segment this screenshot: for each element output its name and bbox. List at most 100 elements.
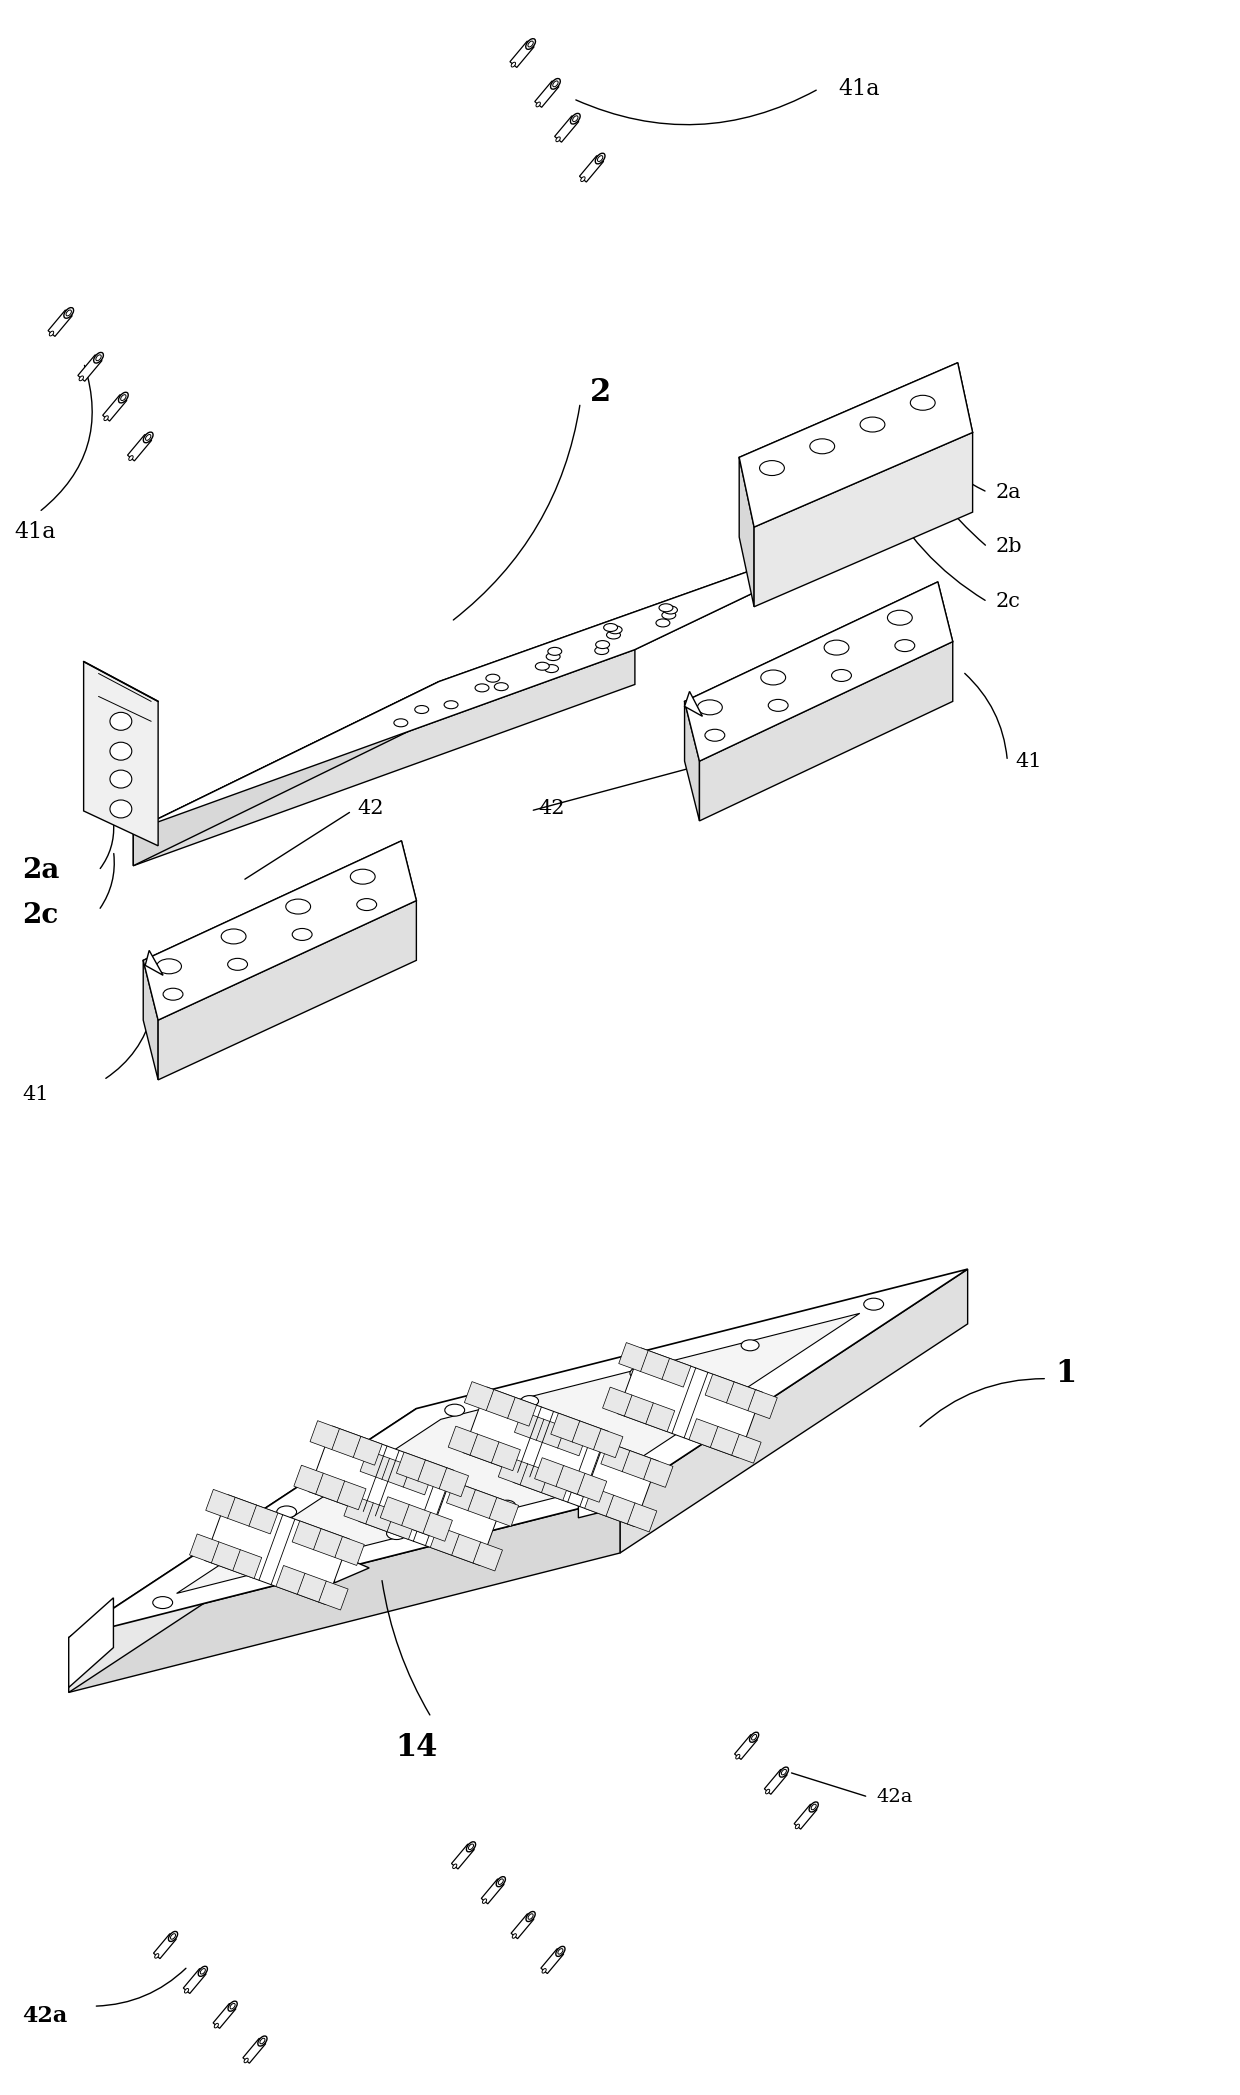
Polygon shape <box>622 1450 652 1479</box>
Polygon shape <box>507 1397 537 1427</box>
Polygon shape <box>618 1347 763 1458</box>
Ellipse shape <box>662 612 676 620</box>
Polygon shape <box>103 394 126 421</box>
Ellipse shape <box>735 1754 740 1760</box>
Polygon shape <box>689 1418 718 1448</box>
Polygon shape <box>534 1458 564 1487</box>
Ellipse shape <box>761 670 786 685</box>
Ellipse shape <box>556 1946 565 1957</box>
Polygon shape <box>624 1395 653 1425</box>
Polygon shape <box>144 840 417 1020</box>
Ellipse shape <box>50 331 53 335</box>
Polygon shape <box>470 1433 498 1462</box>
Polygon shape <box>48 310 72 337</box>
Ellipse shape <box>445 1404 465 1416</box>
Polygon shape <box>739 457 754 608</box>
Ellipse shape <box>498 1879 503 1883</box>
Ellipse shape <box>104 415 108 421</box>
Polygon shape <box>309 1427 454 1536</box>
Polygon shape <box>706 1374 734 1404</box>
Ellipse shape <box>155 1955 159 1959</box>
Ellipse shape <box>895 639 915 652</box>
Polygon shape <box>684 691 702 716</box>
Ellipse shape <box>760 461 785 476</box>
Ellipse shape <box>351 869 376 884</box>
Ellipse shape <box>95 354 102 360</box>
Polygon shape <box>684 702 699 821</box>
Polygon shape <box>572 1420 601 1450</box>
Polygon shape <box>430 1527 460 1554</box>
Polygon shape <box>293 1521 321 1550</box>
Ellipse shape <box>526 38 536 50</box>
Ellipse shape <box>198 1967 207 1976</box>
Ellipse shape <box>129 455 133 461</box>
Polygon shape <box>190 1534 219 1563</box>
Polygon shape <box>315 1473 345 1502</box>
Ellipse shape <box>244 2057 248 2064</box>
Ellipse shape <box>444 700 458 708</box>
Ellipse shape <box>79 375 83 381</box>
Text: 41: 41 <box>22 1085 48 1104</box>
Polygon shape <box>402 1504 432 1534</box>
Polygon shape <box>536 1418 565 1448</box>
Polygon shape <box>513 1416 658 1527</box>
Ellipse shape <box>110 800 131 817</box>
Polygon shape <box>579 155 604 182</box>
Polygon shape <box>68 1270 967 1638</box>
Ellipse shape <box>145 434 151 440</box>
Ellipse shape <box>66 310 72 316</box>
Ellipse shape <box>169 1932 177 1942</box>
Ellipse shape <box>201 1969 206 1973</box>
Ellipse shape <box>595 647 609 654</box>
Polygon shape <box>358 1456 503 1565</box>
Polygon shape <box>277 1565 305 1594</box>
Polygon shape <box>154 1934 176 1959</box>
Ellipse shape <box>825 641 849 656</box>
Polygon shape <box>748 1389 777 1418</box>
Polygon shape <box>176 1314 859 1594</box>
Text: 41a: 41a <box>14 522 56 543</box>
Ellipse shape <box>153 1596 172 1609</box>
Ellipse shape <box>536 662 549 670</box>
Polygon shape <box>585 1487 614 1517</box>
Polygon shape <box>472 1542 502 1571</box>
Polygon shape <box>310 1420 340 1450</box>
Polygon shape <box>794 1804 817 1829</box>
Polygon shape <box>684 582 952 760</box>
Ellipse shape <box>558 1948 563 1955</box>
Ellipse shape <box>544 664 558 672</box>
Polygon shape <box>133 649 635 865</box>
Ellipse shape <box>663 605 677 614</box>
Polygon shape <box>387 1510 417 1540</box>
Polygon shape <box>627 1502 657 1531</box>
Polygon shape <box>620 1270 967 1552</box>
Polygon shape <box>448 1427 477 1456</box>
Polygon shape <box>145 951 164 976</box>
Ellipse shape <box>572 1492 591 1502</box>
Ellipse shape <box>357 899 377 911</box>
Text: 42: 42 <box>538 800 565 819</box>
Text: 41a: 41a <box>838 78 880 101</box>
Ellipse shape <box>285 899 310 913</box>
Ellipse shape <box>466 1842 476 1852</box>
Text: 2: 2 <box>590 377 611 409</box>
Ellipse shape <box>277 1506 296 1519</box>
Ellipse shape <box>453 1865 456 1869</box>
Ellipse shape <box>110 712 131 731</box>
Polygon shape <box>711 1427 740 1456</box>
Polygon shape <box>606 1496 635 1525</box>
Text: 2c: 2c <box>996 593 1021 612</box>
Polygon shape <box>498 1456 528 1485</box>
Ellipse shape <box>528 42 533 46</box>
Ellipse shape <box>542 1969 546 1973</box>
Polygon shape <box>248 1504 278 1534</box>
Polygon shape <box>352 1437 382 1464</box>
Ellipse shape <box>521 1395 538 1406</box>
Ellipse shape <box>749 1733 759 1743</box>
Ellipse shape <box>553 82 558 86</box>
Ellipse shape <box>185 1988 188 1992</box>
Polygon shape <box>467 1490 497 1519</box>
Ellipse shape <box>704 729 725 742</box>
Ellipse shape <box>528 1913 533 1919</box>
Polygon shape <box>423 1513 453 1542</box>
